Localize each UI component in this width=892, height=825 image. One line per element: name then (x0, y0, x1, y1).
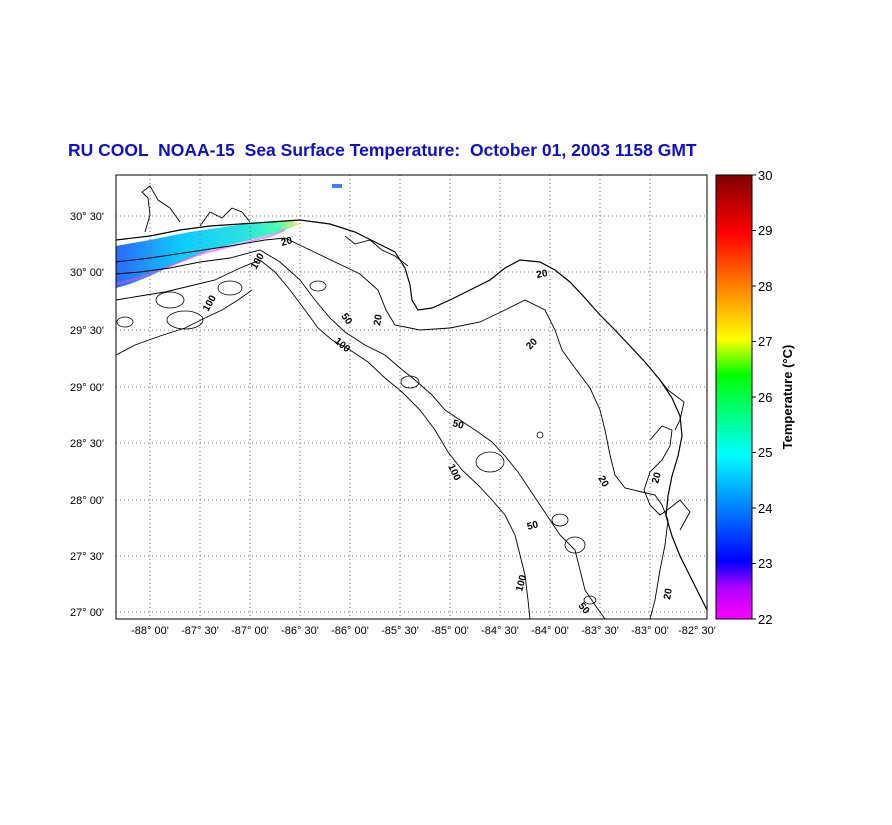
contour-labels: 20 100 100 50 100 20 20 20 50 100 20 20 … (201, 235, 675, 617)
isobath-100-outer (116, 289, 253, 356)
isobath-100 (116, 259, 531, 619)
colorbar-gradient (715, 174, 753, 620)
isobath-50 (116, 249, 606, 619)
colorbar: 30 29 28 27 26 25 24 23 22 Temperature (… (715, 168, 795, 627)
contour-label: 20 (536, 268, 549, 281)
contour-label: 20 (662, 587, 675, 600)
coastline (116, 219, 707, 611)
colorbar-tick: 30 (758, 168, 772, 183)
colorbar-tick: 23 (758, 556, 772, 571)
lat-label: 29° 00' (70, 382, 104, 394)
colorbar-tick: 24 (758, 501, 772, 516)
lon-label: -83° 00' (631, 625, 669, 637)
map-frame (115, 174, 708, 620)
map-area (116, 175, 707, 619)
sst-swath-edge (116, 229, 286, 285)
latitude-labels: 30° 30' 30° 00' 29° 30' 29° 00' 28° 30' … (70, 211, 104, 619)
colorbar-tick: 29 (758, 223, 772, 238)
grid (116, 175, 707, 619)
lon-label: -86° 30' (281, 625, 319, 637)
contour-label: 20 (372, 313, 385, 326)
contour-label: 100 (514, 573, 529, 592)
lon-label: -88° 00' (131, 625, 169, 637)
lon-label: -85° 30' (381, 625, 419, 637)
lon-label: -85° 00' (431, 625, 469, 637)
sst-swath (116, 220, 300, 288)
lon-label: -82° 30' (678, 625, 716, 637)
lat-label: 27° 30' (70, 551, 104, 563)
lon-label: -86° 00' (331, 625, 369, 637)
contour-label: 20 (650, 471, 664, 485)
colorbar-tick: 22 (758, 612, 772, 627)
map-title: RU COOL NOAA-15 Sea Surface Temperature:… (68, 140, 697, 160)
lat-label: 29° 30' (70, 325, 104, 337)
lat-label: 28° 30' (70, 438, 104, 450)
isobath-20 (116, 237, 669, 619)
contour-label: 20 (595, 474, 610, 490)
colorbar-tick: 28 (758, 279, 772, 294)
lon-label: -87° 00' (231, 625, 269, 637)
lat-label: 30° 30' (70, 211, 104, 223)
contour-label: 20 (280, 235, 294, 249)
colorbar-tick: 26 (758, 390, 772, 405)
colorbar-tick: 25 (758, 445, 772, 460)
lon-label: -83° 30' (581, 625, 619, 637)
lat-label: 28° 00' (70, 495, 104, 507)
colorbar-tick-marks (752, 174, 756, 620)
sst-patch (332, 184, 342, 188)
colorbar-tick: 27 (758, 334, 772, 349)
lat-label: 27° 00' (70, 607, 104, 619)
lon-label: -87° 30' (181, 625, 219, 637)
lon-label: -84° 00' (531, 625, 569, 637)
contour-label: 50 (526, 519, 540, 533)
lat-label: 30° 00' (70, 267, 104, 279)
colorbar-label: Temperature (°C) (780, 345, 795, 450)
bay-coastline (141, 185, 691, 531)
contour-blobs (116, 280, 597, 605)
longitude-labels: -88° 00' -87° 30' -87° 00' -86° 30' -86°… (131, 625, 716, 637)
contour-label: 50 (451, 418, 465, 432)
lon-label: -84° 30' (481, 625, 519, 637)
